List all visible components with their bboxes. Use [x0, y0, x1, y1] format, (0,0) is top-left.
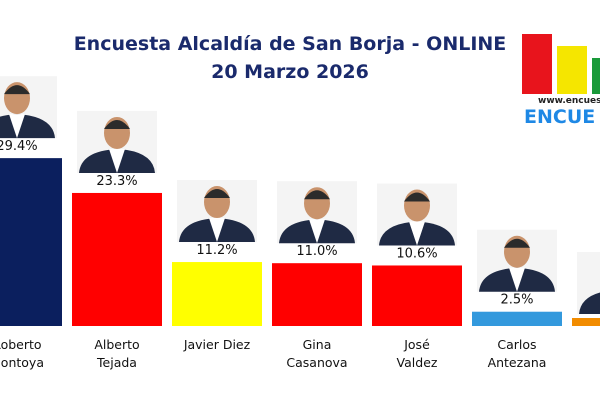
bar — [272, 263, 362, 326]
bar — [472, 311, 562, 326]
category-label: Roberto Montoya — [0, 337, 44, 370]
candidate-photo — [377, 183, 457, 246]
bar — [172, 262, 262, 326]
category-label: Carlos Antezana — [487, 337, 547, 370]
logo: www.encuesta ENCUE — [522, 34, 600, 128]
value-label: 23.3% — [96, 174, 137, 189]
category-label: José Valdez — [396, 337, 438, 370]
category-label: Gina Casanova — [286, 337, 348, 370]
logo-name: ENCUE — [524, 106, 595, 128]
candidate-photo — [77, 110, 157, 173]
bar — [572, 318, 600, 326]
logo-url: www.encuesta — [538, 96, 600, 106]
candidate-photo — [277, 181, 357, 244]
value-label: 10.6% — [396, 246, 437, 261]
category-label: Javier Diez — [183, 337, 251, 352]
value-label: 11.2% — [196, 243, 237, 258]
chart-subtitle: 20 Marzo 2026 — [211, 61, 369, 83]
value-label: 2.5% — [500, 293, 533, 308]
category-label: Alberto Tejada — [94, 337, 140, 370]
chart-title: Encuesta Alcaldía de San Borja - ONLINE — [74, 33, 507, 55]
bar — [372, 265, 462, 326]
candidate-photo — [177, 180, 257, 243]
value-label: 11.0% — [296, 244, 337, 259]
candidate-photo — [577, 252, 600, 315]
candidate-photo — [0, 76, 57, 139]
bar — [0, 158, 62, 326]
candidate-photo — [477, 229, 557, 292]
bar — [72, 192, 162, 326]
value-label: 29.4% — [0, 139, 38, 154]
